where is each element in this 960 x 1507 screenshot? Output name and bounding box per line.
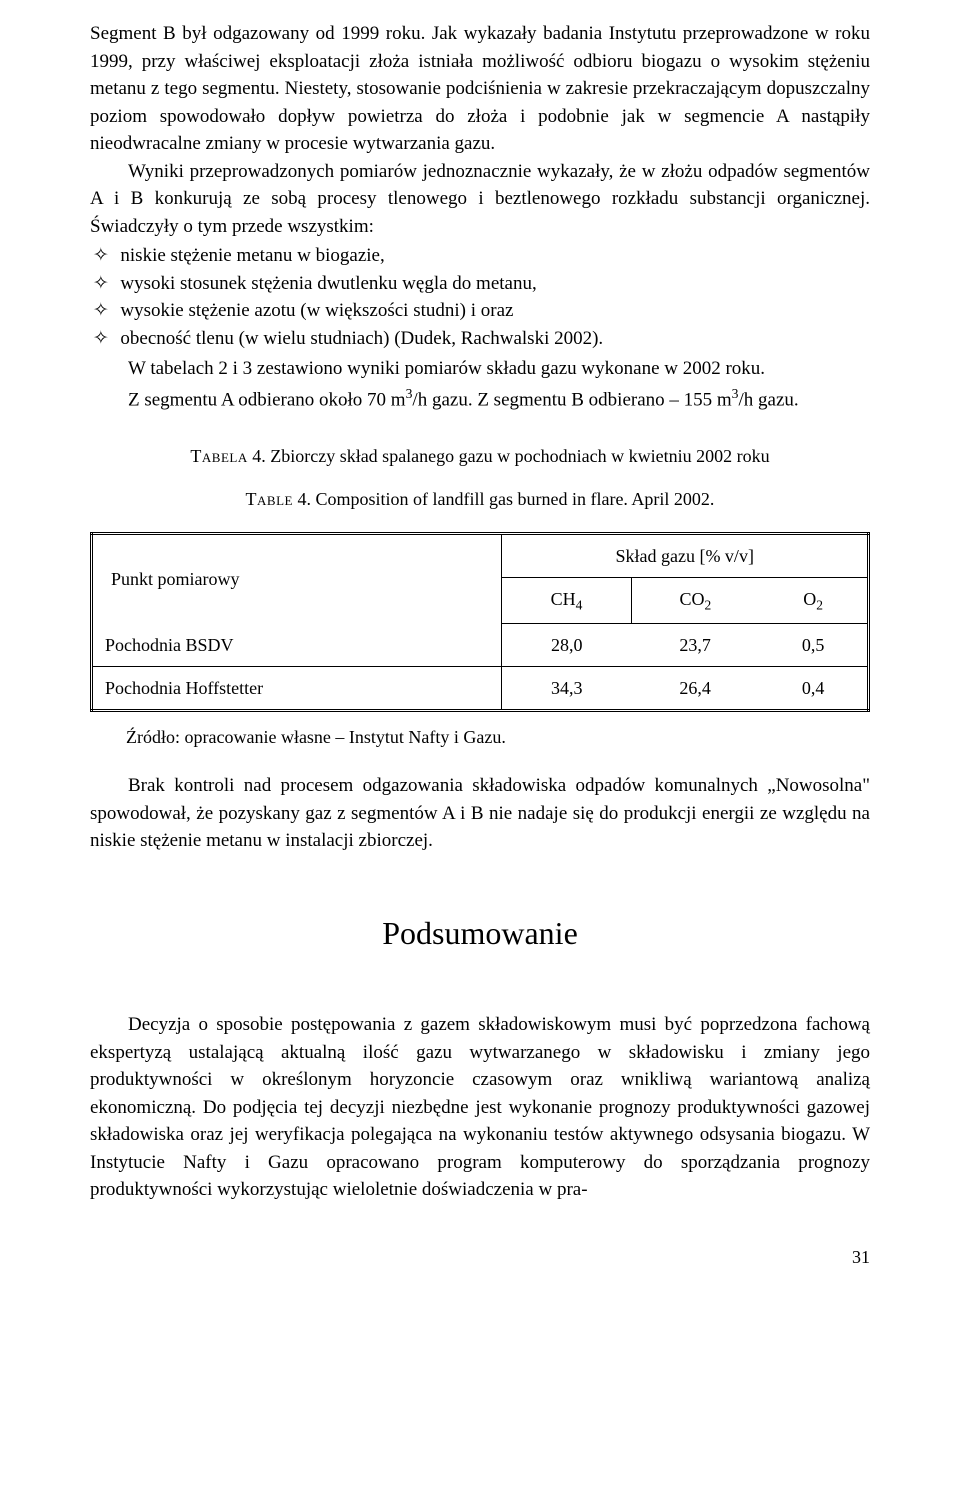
table-source: Źródło: opracowanie własne – Instytut Na… [90,724,870,750]
bullet-glyph-icon: ✧ [90,297,120,325]
bullet-item: ✧wysokie stężenie azotu (w większości st… [90,297,870,325]
table-row: Pochodnia BSDV28,023,70,5 [92,623,869,666]
para-after-table: Brak kontroli nad procesem odgazowania s… [90,772,870,855]
bullet-item: ✧niskie stężenie metanu w biogazie, [90,242,870,270]
row-header: Punkt pomiarowy [92,533,502,623]
cell-value: 0,4 [759,666,868,710]
after-bullets-2: Z segmentu A odbierano około 70 m 3/h gaz… [90,384,870,414]
bullet-glyph-icon: ✧ [90,242,120,270]
caption-en: Table 4. Composition of landfill gas bur… [90,485,870,514]
section-heading: Podsumowanie [90,910,870,956]
row-label: Pochodnia BSDV [92,623,502,666]
bullet-item: ✧obecność tlenu (w wielu studniach) (Dud… [90,325,870,353]
seg-end: /h gazu. [739,389,799,410]
caption-pl-text: 4. Zbiorczy skład spalanego gazu w pocho… [248,446,770,466]
bullet-text: niskie stężenie metanu w biogazie, [120,242,870,270]
row-label: Pochodnia Hoffstetter [92,666,502,710]
table-captions: Tabela 4. Zbiorczy skład spalanego gazu … [90,442,870,514]
bullet-text: obecność tlenu (w wielu studniach) (Dude… [120,325,870,353]
caption-pl-label: Tabela [190,446,247,466]
cubic-2: 3 [732,386,739,401]
cell-value: 23,7 [631,623,759,666]
bullet-glyph-icon: ✧ [90,270,120,298]
table-row: Pochodnia Hoffstetter34,326,40,4 [92,666,869,710]
gas-table-wrap: Punkt pomiarowy Skład gazu [% v/v] CH4CO… [90,532,870,712]
gas-composition-table: Punkt pomiarowy Skład gazu [% v/v] CH4CO… [90,532,870,712]
caption-en-text: 4. Composition of landfill gas burned in… [293,489,714,509]
cell-value: 26,4 [631,666,759,710]
bullet-item: ✧wysoki stosunek stężenia dwutlenku węgl… [90,270,870,298]
cell-value: 34,3 [502,666,631,710]
caption-pl: Tabela 4. Zbiorczy skład spalanego gazu … [90,442,870,471]
seg-a-text: Z segmentu A odbierano około 70 m [128,389,406,410]
after-bullets-1: W tabelach 2 i 3 zestawiono wyniki pomia… [90,355,870,383]
bullet-text: wysokie stężenie azotu (w większości stu… [120,297,870,325]
col-header: CO2 [631,577,759,623]
cell-value: 0,5 [759,623,868,666]
page-number: 31 [90,1244,870,1270]
bullet-text: wysoki stosunek stężenia dwutlenku węgla… [120,270,870,298]
final-paragraph: Decyzja o sposobie postępowania z gazem … [90,1011,870,1204]
col-header: O2 [759,577,868,623]
col-header: CH4 [502,577,631,623]
seg-mid: /h gazu. Z segmentu B odbierano – 155 m [412,389,731,410]
paragraph-2: Wyniki przeprowadzonych pomiarów jednozn… [90,158,870,241]
span-header: Skład gazu [% v/v] [502,533,869,577]
bullet-glyph-icon: ✧ [90,325,120,353]
cell-value: 28,0 [502,623,631,666]
bullet-list: ✧niskie stężenie metanu w biogazie,✧wyso… [90,242,870,352]
paragraph-1: Segment B był odgazowany od 1999 roku. J… [90,20,870,158]
caption-en-label: Table [246,489,293,509]
